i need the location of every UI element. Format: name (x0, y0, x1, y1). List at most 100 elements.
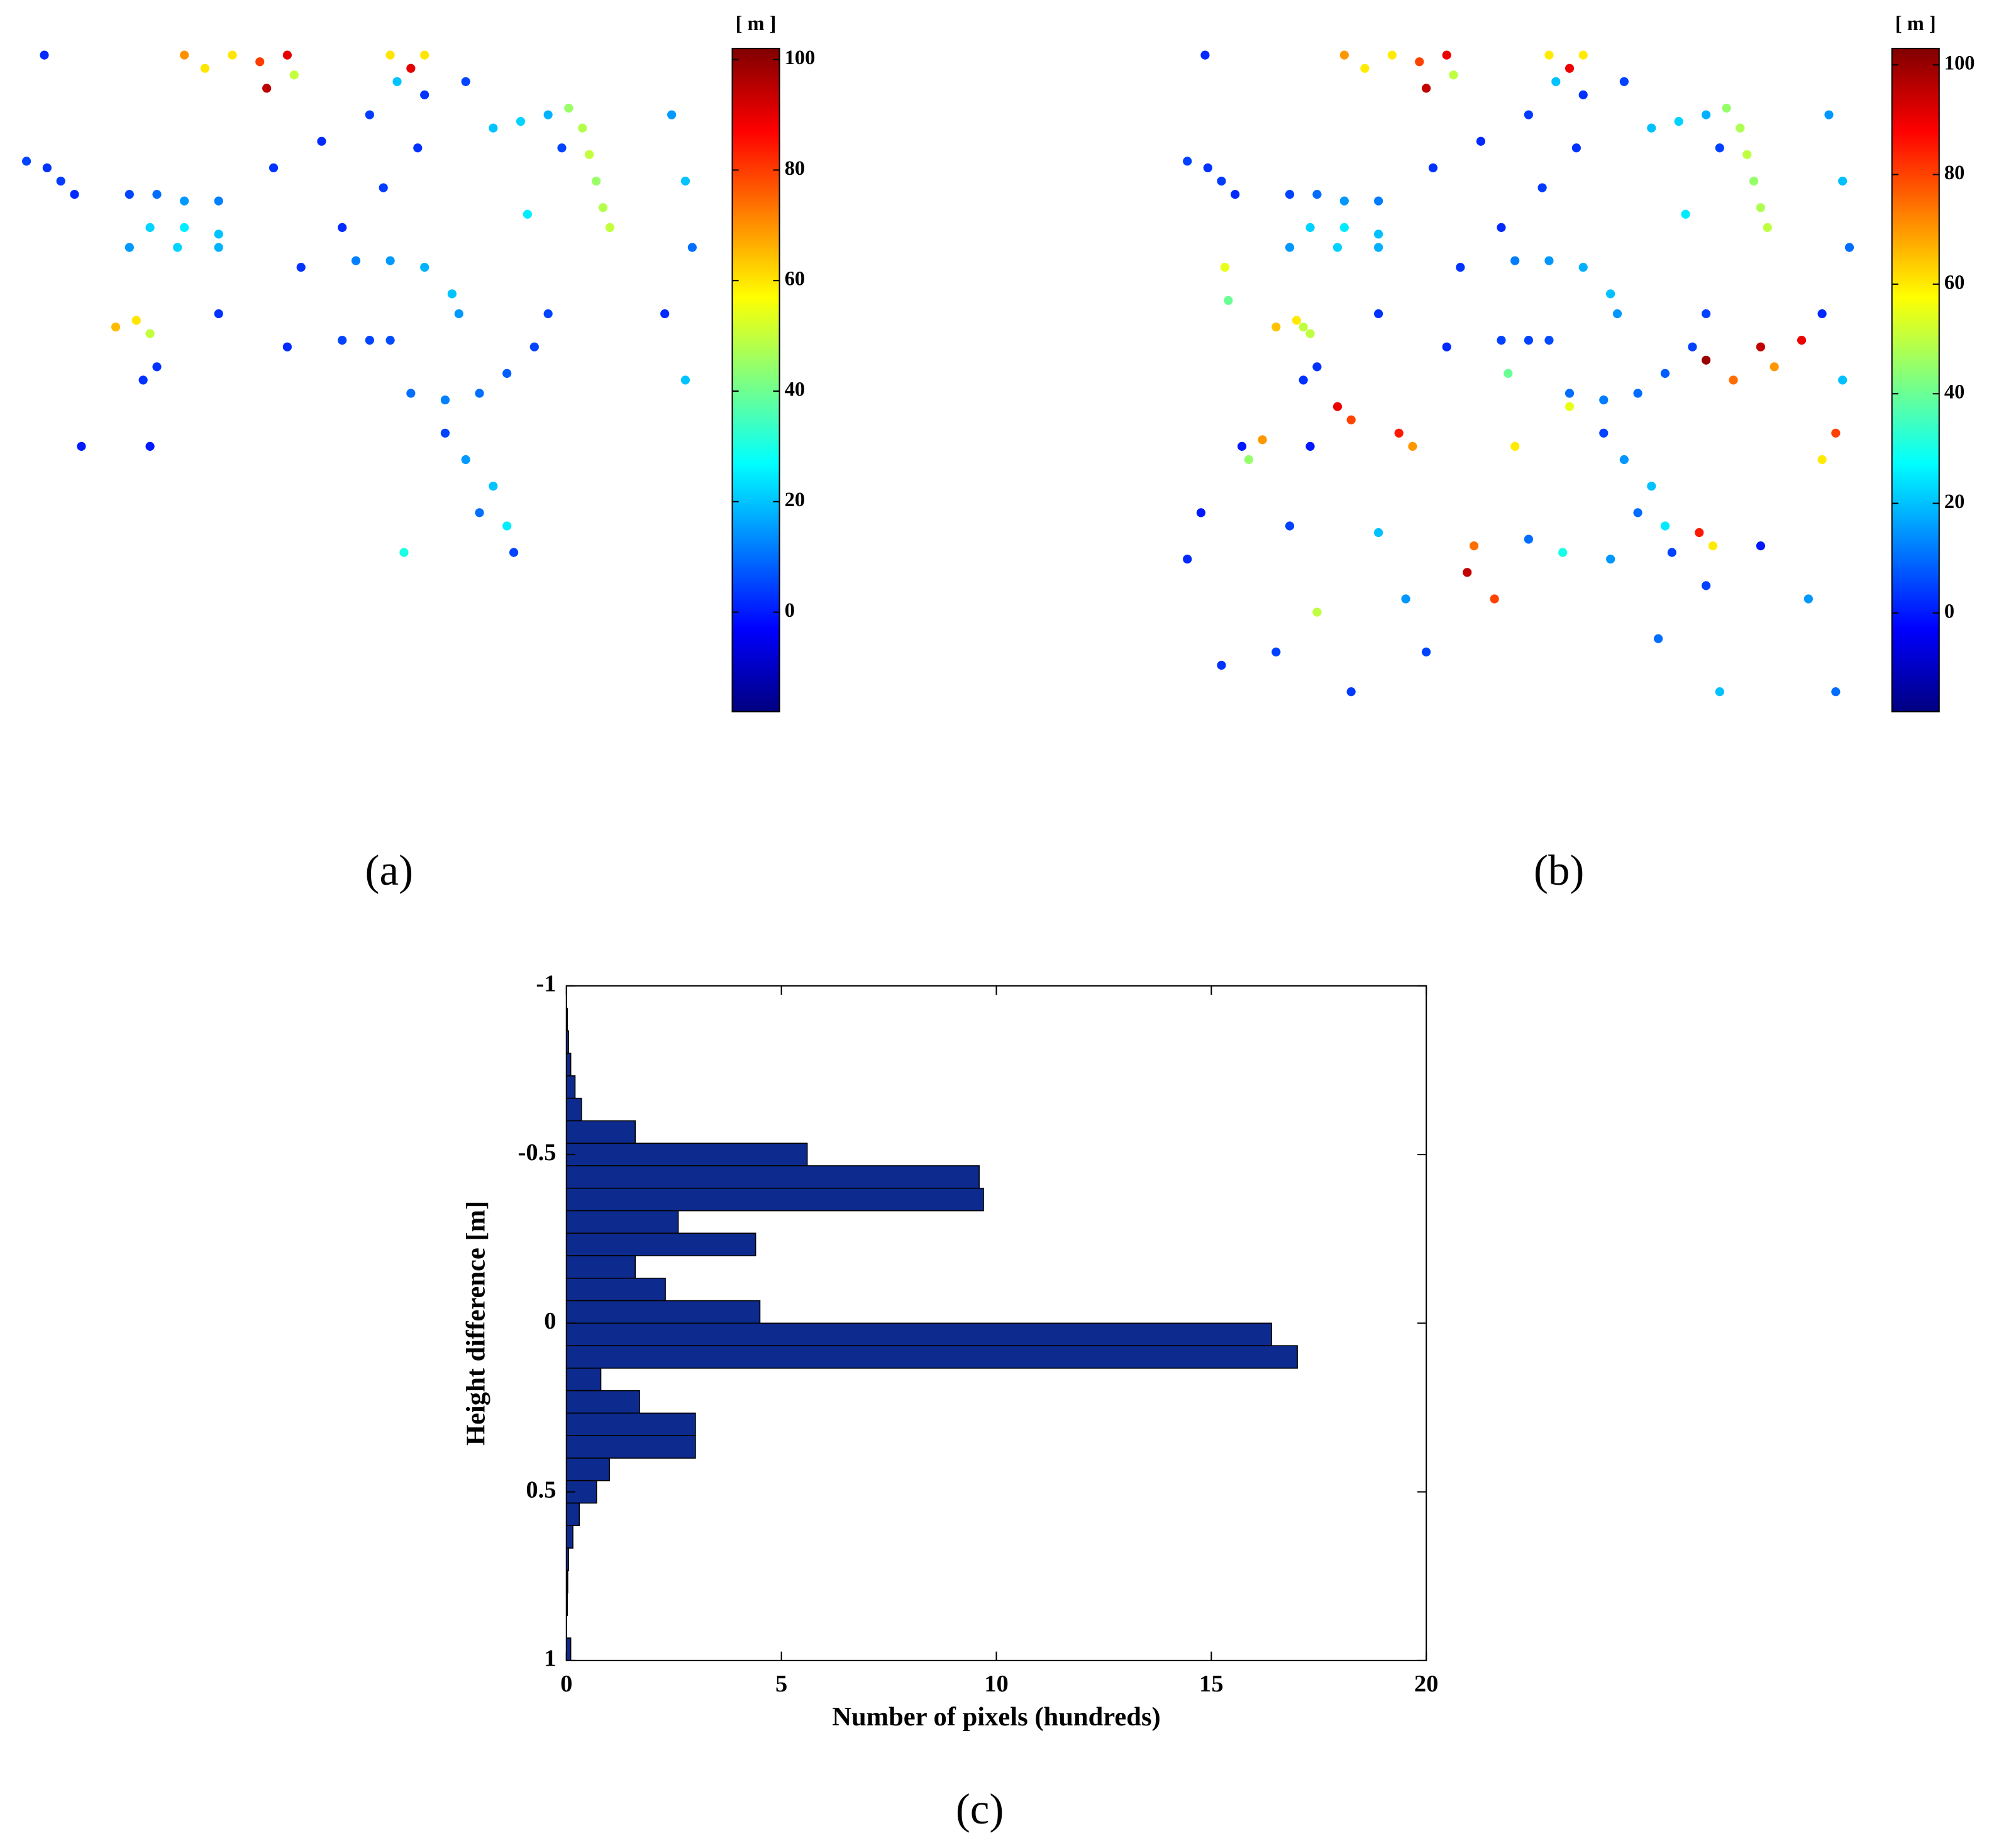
bar (565, 1435, 696, 1459)
point (180, 223, 189, 232)
point (564, 103, 573, 113)
bar (565, 1120, 636, 1144)
point (1736, 123, 1745, 133)
point (420, 50, 429, 60)
point (1305, 223, 1315, 232)
point (1374, 196, 1383, 206)
x-tick-label: 15 (1199, 1671, 1224, 1697)
point (680, 375, 690, 385)
point (262, 84, 272, 93)
bar (565, 1300, 761, 1324)
point (1578, 90, 1588, 100)
point (1565, 402, 1575, 411)
point (1742, 150, 1752, 159)
point (1578, 50, 1588, 60)
point (1715, 687, 1724, 697)
point (1838, 176, 1847, 186)
colorbar-tick-label: 0 (785, 599, 795, 622)
point (1749, 176, 1759, 186)
point (1285, 190, 1295, 199)
point (145, 223, 155, 232)
point (385, 50, 395, 60)
point (1797, 336, 1807, 345)
point (111, 322, 121, 332)
point (557, 143, 567, 153)
colorbar-tick-label: 0 (1944, 600, 1954, 622)
point (1312, 607, 1322, 617)
point (1305, 329, 1315, 338)
point (145, 329, 155, 338)
x-tick-label: 20 (1414, 1671, 1439, 1697)
point (1817, 309, 1827, 319)
point (42, 163, 52, 173)
point (660, 309, 670, 319)
point (1524, 336, 1533, 345)
point (1647, 123, 1656, 133)
point (131, 316, 141, 325)
point (1633, 389, 1642, 398)
point (138, 375, 148, 385)
point (1220, 263, 1229, 272)
colorbar-tick-label: 20 (785, 489, 805, 511)
point (1183, 555, 1192, 564)
point (1606, 555, 1615, 564)
point (1421, 84, 1431, 93)
x-tick-label: 10 (984, 1671, 1009, 1697)
point (1763, 223, 1772, 232)
point (1299, 375, 1308, 385)
point (1217, 660, 1226, 670)
bar (565, 1053, 572, 1076)
point (365, 336, 374, 345)
point (214, 196, 223, 206)
point (1524, 534, 1533, 544)
point (1312, 190, 1322, 199)
point (591, 176, 601, 186)
colorbar (1891, 48, 1940, 712)
x-axis-label: Number of pixels (hundreds) (832, 1702, 1161, 1732)
point (461, 455, 470, 465)
point (70, 190, 79, 199)
bar (565, 1368, 602, 1392)
point (125, 243, 134, 252)
point (351, 256, 361, 265)
point (385, 336, 395, 345)
point (1387, 50, 1397, 60)
point (338, 336, 347, 345)
point (1702, 110, 1711, 119)
colorbar-tick-label: 100 (1944, 52, 1975, 75)
point (523, 209, 533, 219)
point (406, 389, 416, 398)
point (1681, 209, 1690, 219)
point (1374, 243, 1383, 252)
bar (565, 1502, 580, 1527)
point (145, 441, 155, 451)
bar (565, 1210, 679, 1234)
point (282, 50, 292, 60)
point (1824, 110, 1834, 119)
point (1619, 455, 1629, 465)
point (1196, 508, 1206, 517)
point (1312, 362, 1322, 372)
point (1571, 143, 1581, 153)
point (173, 243, 182, 252)
bar (565, 1165, 980, 1189)
colorbar-tick-label: 60 (1944, 271, 1964, 294)
point (475, 389, 484, 398)
point (1756, 342, 1766, 351)
point (180, 50, 189, 60)
point (228, 50, 237, 60)
point (1578, 263, 1588, 272)
point (502, 368, 512, 378)
point (1285, 521, 1295, 531)
point (269, 163, 279, 173)
point (1217, 176, 1226, 186)
point (1674, 116, 1683, 126)
colorbar-label: [ m ] (736, 13, 777, 35)
colorbar-label: [ m ] (1895, 13, 1936, 35)
point (1756, 541, 1766, 551)
point (1339, 196, 1349, 206)
y-axis-label: Height difference [m] (462, 1201, 491, 1446)
bar (565, 1255, 636, 1279)
point (420, 263, 429, 272)
point (1756, 203, 1766, 213)
